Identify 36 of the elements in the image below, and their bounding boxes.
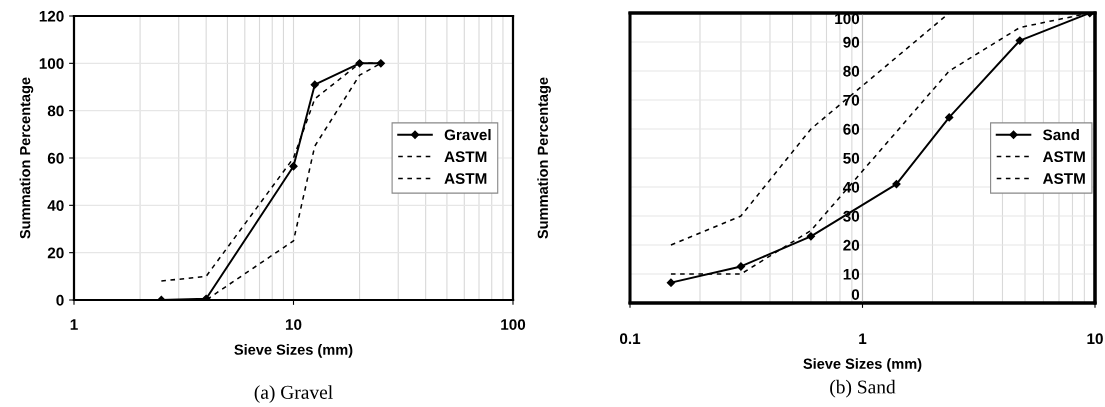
y-tick-label: 40: [47, 200, 64, 212]
y-tick-label: 50: [843, 152, 860, 164]
y-tick-label: 40: [842, 181, 860, 193]
x-tick-label: 10: [285, 319, 302, 330]
y-tick-label: 70: [843, 94, 860, 106]
y-tick-label: 100: [835, 13, 860, 25]
legend-label: Sand: [1042, 129, 1079, 141]
y-tick-label: 20: [843, 239, 860, 251]
y-tick-label: 0: [851, 289, 860, 300]
x-tick-label: 100: [501, 319, 526, 330]
y-tick-label: 60: [47, 152, 64, 164]
x-axis-title: Sieve Sizes (mm): [234, 344, 353, 358]
y-tick-label: 100: [39, 58, 64, 70]
y-tick-label: 80: [47, 105, 64, 117]
legend-label: ASTM: [444, 173, 487, 184]
text: (b) Sand: [830, 379, 896, 398]
x-axis-title: Sieve Sizes (mm): [803, 358, 922, 372]
x-tick-label: 10: [1087, 333, 1103, 345]
legend-label: ASTM: [1042, 173, 1085, 184]
x-tick-label: 0.1: [619, 333, 641, 345]
y-tick-label: 20: [47, 247, 64, 259]
y-tick-label: 90: [843, 36, 860, 48]
legend-label: ASTM: [1042, 151, 1085, 163]
x-tick-label: 1: [70, 319, 78, 330]
y-tick-label: 10: [843, 268, 860, 280]
legend-label: Gravel: [444, 129, 491, 141]
x-tick-label: 1: [859, 333, 867, 344]
y-tick-label: 120: [39, 10, 64, 22]
y-tick-label: 30: [843, 210, 860, 222]
y-tick-label: 80: [843, 65, 860, 77]
y-axis-title: Summation Percentage: [537, 77, 551, 239]
y-axis-title: Summation Percentage: [19, 77, 34, 239]
legend-label: ASTM: [444, 151, 487, 163]
y-tick-label: 60: [843, 123, 860, 135]
text: (a) Gravel: [254, 385, 333, 403]
y-tick-label: 0: [56, 294, 64, 306]
